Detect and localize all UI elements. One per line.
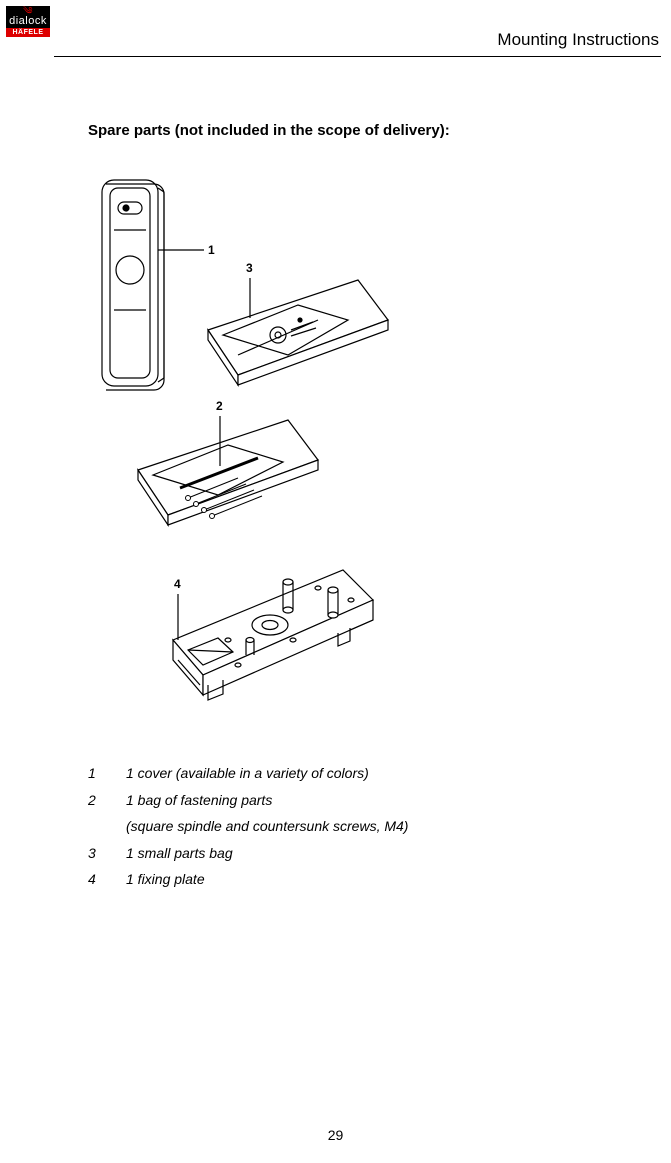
legend-item: 1 1 cover (available in a variety of col…: [88, 760, 408, 787]
legend-num: 2: [88, 787, 126, 814]
header-rule: [54, 56, 661, 57]
spare-parts-svg: 1 3 2 4: [88, 170, 398, 740]
legend-text: 1 bag of fastening parts: [126, 787, 272, 814]
legend-text: 1 small parts bag: [126, 840, 233, 867]
page: ༄ dialock HÄFELE Mounting Instructions S…: [0, 0, 671, 1163]
legend-item: 3 1 small parts bag: [88, 840, 408, 867]
callout-4: 4: [174, 577, 181, 591]
part-2-bag: [138, 420, 318, 525]
logo-text-2: HÄFELE: [6, 28, 50, 37]
part-4-plate: [173, 570, 373, 700]
page-number: 29: [0, 1127, 671, 1143]
logo-top: ༄ dialock: [6, 6, 50, 28]
legend-subtext: (square spindle and countersunk screws, …: [126, 813, 408, 840]
legend-num: 3: [88, 840, 126, 867]
part-1-cover: [102, 180, 164, 390]
spare-parts-figure: 1 3 2 4: [88, 170, 398, 740]
callout-1: 1: [208, 243, 215, 257]
header-title: Mounting Instructions: [497, 30, 659, 50]
callout-2: 2: [216, 399, 223, 413]
legend-item: 2 1 bag of fastening parts: [88, 787, 408, 814]
section-heading: Spare parts (not included in the scope o…: [88, 122, 450, 139]
logo-text-1: dialock: [9, 15, 47, 27]
legend-item: 4 1 fixing plate: [88, 866, 408, 893]
legend-num: 1: [88, 760, 126, 787]
part-3-bag: [208, 280, 388, 385]
legend-list: 1 1 cover (available in a variety of col…: [88, 760, 408, 893]
legend-num: 4: [88, 866, 126, 893]
legend-text: 1 cover (available in a variety of color…: [126, 760, 369, 787]
callout-3: 3: [246, 261, 253, 275]
brand-logo: ༄ dialock HÄFELE: [6, 6, 50, 37]
legend-text: 1 fixing plate: [126, 866, 205, 893]
